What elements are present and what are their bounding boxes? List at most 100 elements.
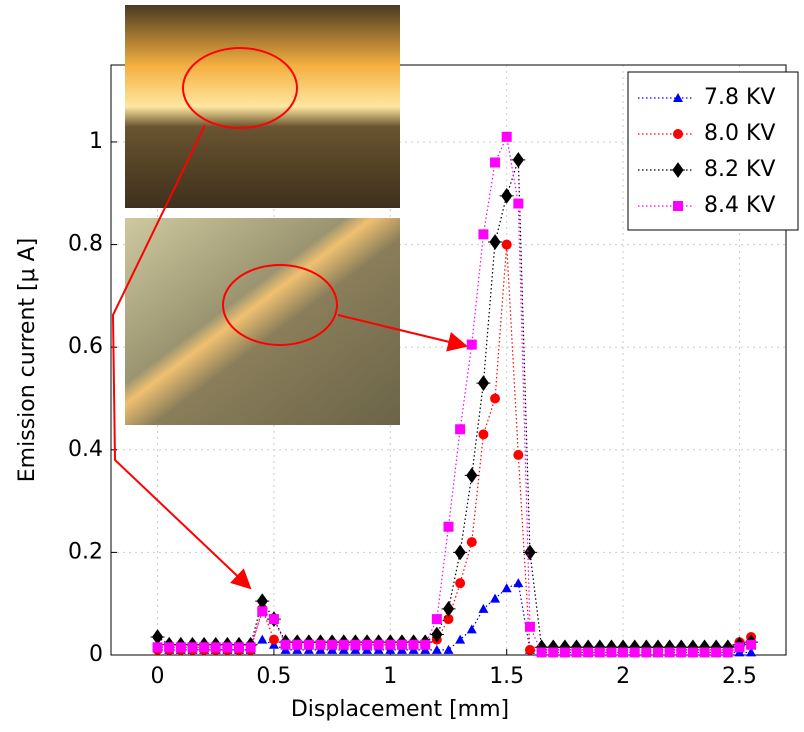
marker [187,642,198,653]
marker [175,642,186,653]
marker [501,131,512,142]
marker [606,647,617,658]
marker [511,152,526,168]
marker [431,644,442,654]
marker [513,198,524,209]
marker [164,642,175,653]
marker [594,647,605,658]
marker [443,521,454,532]
marker [522,544,537,561]
marker [385,639,396,650]
marker [513,449,524,460]
marker [478,429,489,440]
arrow [111,124,252,590]
marker [443,614,454,625]
marker [431,614,442,625]
legend-marker [671,162,685,178]
axes-frame [110,64,787,656]
marker [199,642,210,653]
legend-marker [673,201,683,211]
x-tick-label: 2.5 [722,664,757,689]
marker [478,603,489,613]
highlight-circle [182,47,298,129]
highlight-circle [222,264,338,346]
marker [373,639,384,650]
x-tick-label: 0.5 [256,664,291,689]
marker [350,639,361,650]
legend-marker [673,93,683,102]
marker [734,642,745,653]
marker [303,639,314,650]
marker [629,647,640,658]
legend-label: 8.4 KV [704,193,775,218]
marker [327,639,338,650]
marker [455,424,466,435]
marker [652,647,663,658]
series-line [157,582,752,654]
marker [490,157,501,168]
x-axis-label: Displacement [mm] [291,697,509,722]
marker [245,642,256,653]
y-tick-label: 0.8 [68,232,103,257]
marker [687,647,698,658]
marker [420,639,431,650]
plot-area: 0 0.2 0.4 0.6 0.8 1 0 0.5 1 1.5 2 2.5 [68,64,787,689]
y-tick-label: 0.2 [68,539,103,564]
marker [699,647,710,658]
marker [476,375,491,391]
marker [559,647,570,658]
legend: 7.8 KV 8.0 KV 8.2 KV 8.4 KV [627,71,799,231]
marker [257,606,268,617]
marker [255,593,270,609]
marker [722,647,733,658]
marker [499,187,514,204]
marker [396,639,407,650]
marker [466,624,477,634]
y-axis-label: Emission current [μ A] [15,238,40,482]
y-tick-label: 1 [89,129,103,154]
legend-box [627,71,799,231]
marker [466,339,477,350]
marker [408,639,419,650]
marker [222,642,233,653]
marker [524,644,535,655]
x-tick-label: 0 [151,664,165,689]
marker [641,647,652,658]
marker [362,639,373,650]
marker [234,642,245,653]
arrow [337,314,468,352]
marker [292,639,303,650]
marker [338,639,349,650]
marker [501,583,512,593]
marker [466,537,477,548]
marker [257,634,268,644]
marker [441,600,456,617]
marker [464,467,479,484]
y-tick-label: 0 [89,642,103,667]
marker [513,578,524,588]
inset-photo [125,5,400,208]
y-tick-label: 0.6 [68,334,103,359]
x-tick-label: 1.5 [489,664,524,689]
marker [429,626,444,643]
marker [524,621,535,632]
marker [746,639,757,650]
marker [618,647,629,658]
marker [268,614,279,625]
marker [548,647,559,658]
marker [455,634,466,644]
marker [280,639,291,650]
legend-marker [673,129,683,139]
marker [315,639,326,650]
marker [453,544,468,561]
series-line [157,244,752,651]
legend-label: 8.2 KV [704,157,775,182]
marker [664,647,675,658]
marker [488,234,503,250]
marker [268,634,279,645]
marker [443,644,454,654]
y-tick-label: 0.4 [68,437,103,462]
x-tick-label: 1 [383,664,397,689]
marker [676,647,687,658]
marker [746,647,757,657]
